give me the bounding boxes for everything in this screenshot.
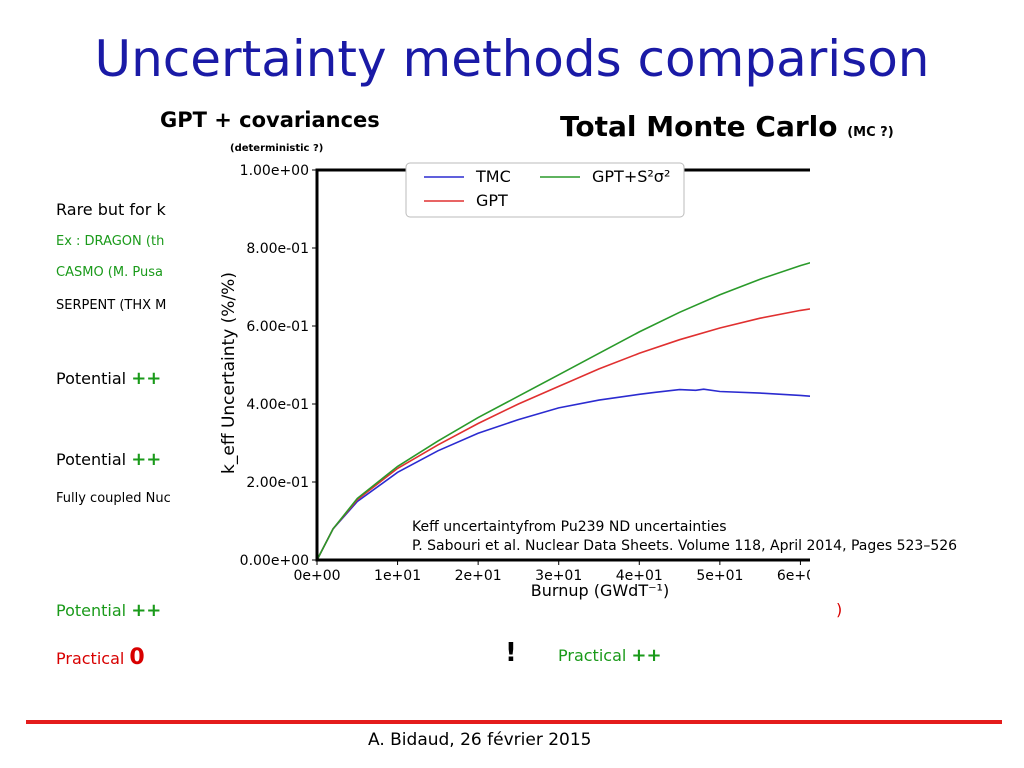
chart-legend: TMC GPT GPT+S²σ² xyxy=(405,162,685,218)
series-line-3 xyxy=(316,243,882,561)
practical-row-left: Practical 0 xyxy=(56,645,145,670)
x-tick-label: 1e+01 xyxy=(374,568,421,584)
practical-value-left: 0 xyxy=(129,645,145,670)
exclamation-mark: ! xyxy=(505,638,517,668)
practical-value-right: ++ xyxy=(631,645,662,666)
potential-label-3: Potential xyxy=(56,601,127,620)
slide-title: Uncertainty methods comparison xyxy=(94,30,930,88)
left-line-4: SERPENT (THX M xyxy=(56,298,167,313)
practical-label-right: Practical xyxy=(558,646,627,665)
y-tick-label: 6.00e-01 xyxy=(246,319,309,335)
potential-marks-1: ++ xyxy=(131,368,162,389)
footer-author-date: A. Bidaud, 26 février 2015 xyxy=(368,730,592,750)
potential-label-2: Potential xyxy=(56,450,127,469)
right-column-heading: Total Monte Carlo (MC ?) xyxy=(560,110,894,143)
series-line-2 xyxy=(316,299,882,561)
y-tick-label: 1.00e+00 xyxy=(240,163,309,179)
practical-row-right: Practical ++ xyxy=(558,645,662,666)
potential-row-3: Potential ++ xyxy=(56,600,161,621)
potential-marks-3: ++ xyxy=(131,600,162,621)
y-axis-label: k_eff Uncertainty (%/%) xyxy=(219,272,239,474)
series-line-1 xyxy=(316,388,882,561)
potential-row-2: Potential ++ xyxy=(56,449,161,470)
potential-label-1: Potential xyxy=(56,369,127,388)
y-tick-label: 0.00e+00 xyxy=(240,553,309,569)
legend-box xyxy=(405,162,685,218)
left-column-heading: GPT + covariances xyxy=(160,108,380,132)
practical-label-left: Practical xyxy=(56,649,125,668)
right-heading-note: (MC ?) xyxy=(847,125,894,140)
right-partial-mark: ) xyxy=(836,600,843,619)
y-tick-label: 8.00e-01 xyxy=(246,241,309,257)
potential-row-1: Potential ++ xyxy=(56,368,161,389)
potential-marks-2: ++ xyxy=(131,449,162,470)
y-tick-label: 4.00e-01 xyxy=(246,397,309,413)
x-tick-label: 2e+01 xyxy=(455,568,502,584)
legend-label-3: GPT+S²σ² xyxy=(592,167,670,186)
x-axis-label: Burnup (GWdT⁻¹) xyxy=(531,581,669,600)
right-heading-text: Total Monte Carlo xyxy=(560,110,838,143)
x-tick-label: 3e+01 xyxy=(535,568,582,584)
reference-line-1: Keff uncertaintyfrom Pu239 ND uncertaint… xyxy=(412,519,727,535)
x-tick-label: 4e+01 xyxy=(616,568,663,584)
x-tick-label: 0e+00 xyxy=(293,568,340,584)
left-column-subheading: (deterministic ?) xyxy=(230,143,324,154)
legend-label-1: TMC xyxy=(475,167,511,186)
fully-coupled-text: Fully coupled Nuc xyxy=(56,491,171,506)
y-tick-label: 2.00e-01 xyxy=(246,475,309,491)
reference-line-2: P. Sabouri et al. Nuclear Data Sheets. V… xyxy=(412,538,958,554)
x-tick-label: 6e+01 xyxy=(777,568,810,584)
legend-label-2: GPT xyxy=(476,191,508,210)
left-line-3: CASMO (M. Pusa xyxy=(56,265,163,280)
footer-divider xyxy=(26,720,1002,724)
left-line-1: Rare but for k xyxy=(56,200,166,219)
x-tick-label: 5e+01 xyxy=(696,568,743,584)
left-line-2: Ex : DRAGON (th xyxy=(56,234,165,249)
